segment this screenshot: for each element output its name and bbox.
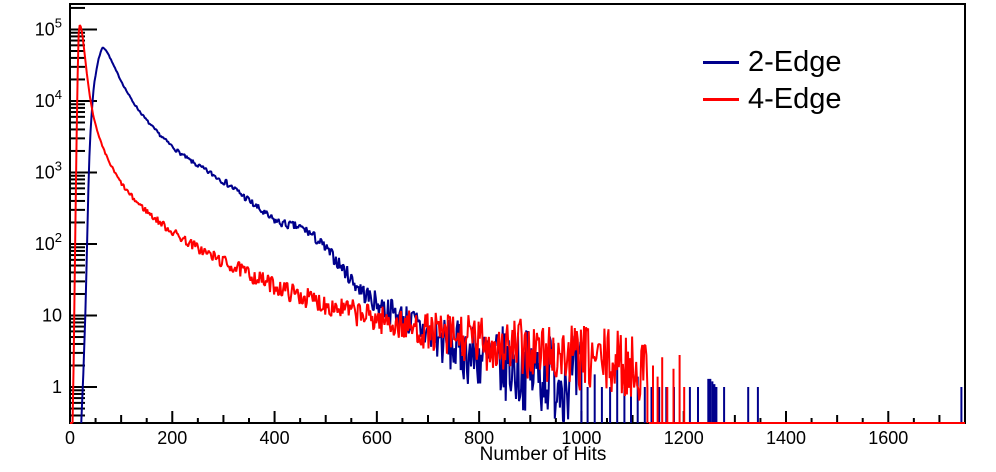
series-4-edge-curve <box>70 24 965 424</box>
y-tick-label: 102 <box>35 230 62 254</box>
y-tick-label: 1 <box>52 377 62 397</box>
x-tick-label: 1000 <box>561 428 601 448</box>
x-tick-label: 1600 <box>868 428 908 448</box>
x-axis-title: Number of Hits <box>479 444 607 465</box>
y-axis-tick-labels: 1 10 102 103 104 105 <box>35 15 62 397</box>
plot-frame <box>69 3 966 424</box>
x-tick-label: 1400 <box>766 428 806 448</box>
4-edge-line-sample <box>703 98 739 101</box>
2-edge-line-sample <box>703 61 739 64</box>
x-tick-label: 400 <box>260 428 290 448</box>
legend-item-4-edge: 4-Edge <box>703 81 842 118</box>
legend-label-2-edge: 2-Edge <box>748 46 842 78</box>
x-tick-label: 1200 <box>664 428 704 448</box>
legend-label-4-edge: 4-Edge <box>748 83 842 115</box>
x-tick-label: 200 <box>157 428 187 448</box>
x-axis-ticks <box>69 411 966 423</box>
x-tick-label: 800 <box>464 428 494 448</box>
legend: 2-Edge 4-Edge <box>703 44 842 118</box>
y-tick-label: 10 <box>42 306 62 326</box>
legend-item-2-edge: 2-Edge <box>703 44 842 81</box>
y-tick-label: 103 <box>35 158 62 182</box>
x-axis-tick-labels: 0 200 400 600 800 1000 1200 1400 1600 <box>65 428 908 448</box>
y-tick-label: 104 <box>35 87 62 111</box>
x-tick-label: 600 <box>362 428 392 448</box>
x-tick-label: 0 <box>65 428 75 448</box>
y-tick-label: 105 <box>35 15 62 39</box>
